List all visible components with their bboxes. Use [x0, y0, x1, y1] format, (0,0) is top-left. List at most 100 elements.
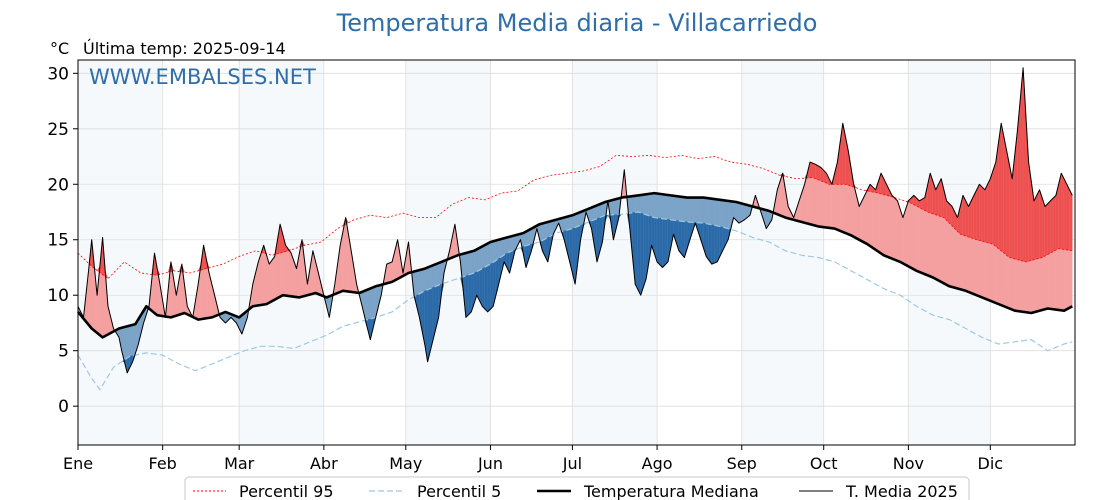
- y-tick-label: 0: [58, 397, 69, 417]
- legend-label-p95: Percentil 95: [239, 482, 334, 500]
- fill-above-median: [271, 255, 275, 302]
- fill-above-median: [828, 178, 833, 229]
- fill-below-p5: [468, 273, 472, 316]
- fill-above-p95: [971, 195, 975, 240]
- x-tick-label: Jul: [562, 454, 582, 473]
- fill-above-p95: [987, 178, 991, 244]
- x-tick-label: Oct: [810, 454, 838, 473]
- x-tick-label: Ago: [642, 454, 673, 473]
- series-lines: [76, 67, 1073, 391]
- fill-below-p5: [640, 212, 644, 296]
- fill-above-p95: [981, 186, 986, 243]
- unit-label: °C: [50, 39, 69, 58]
- fill-below-p5: [490, 261, 494, 310]
- fill-above-median: [269, 259, 273, 303]
- fill-below-p5: [635, 211, 639, 290]
- fill-below-p5: [465, 274, 469, 318]
- watermark-text: WWW.EMBALSES.NET: [89, 65, 316, 89]
- fill-below-p5: [637, 211, 641, 296]
- fill-below-p5: [659, 218, 663, 268]
- fill-above-p95: [818, 165, 822, 182]
- y-tick-label: 20: [47, 175, 69, 195]
- x-axis-ticks: Ene Feb Mar Abr May Jun Jul Ago Sep Oct Nov Dic: [63, 445, 1003, 473]
- fill-above-p95: [1042, 198, 1046, 258]
- fill-below-p5: [643, 213, 647, 287]
- fill-above-median: [894, 197, 898, 262]
- fill-above-p95: [1050, 197, 1054, 254]
- y-tick-label: 30: [47, 64, 69, 84]
- fill-above-median: [889, 189, 893, 259]
- fill-above-median: [260, 245, 264, 306]
- legend-box: [184, 476, 970, 500]
- fill-above-p95: [976, 184, 980, 241]
- y-tick-label: 5: [58, 342, 69, 362]
- fill-above-p95: [1052, 194, 1057, 252]
- fill-above-median: [389, 261, 393, 283]
- fill-above-p95: [1063, 178, 1068, 251]
- fill-below-median: [741, 203, 745, 222]
- fill-above-median: [285, 244, 289, 297]
- fill-above-p95: [1001, 123, 1005, 254]
- month-bands: [78, 60, 991, 445]
- fill-below-p5: [487, 263, 491, 313]
- legend-label-p5: Percentil 5: [417, 482, 501, 500]
- last-temp-label: Última temp: 2025-09-14: [83, 39, 286, 58]
- y-tick-label: 10: [47, 286, 69, 306]
- fill-below-p5: [678, 220, 682, 255]
- fill-above-p95: [1044, 203, 1048, 257]
- fill-above-p95: [990, 170, 994, 245]
- fill-above-median: [864, 189, 868, 245]
- fill-above-p95: [1061, 173, 1065, 250]
- fill-below-p5: [656, 217, 661, 266]
- fill-above-median: [908, 197, 912, 269]
- fill-above-p95: [973, 189, 977, 241]
- fill-above-p95: [992, 162, 996, 247]
- legend: Percentil 95 Percentil 5 Temperatura Med…: [184, 476, 970, 500]
- fill-below-median: [738, 202, 742, 224]
- x-tick-label: Jun: [477, 454, 503, 473]
- plot-frame: [77, 59, 1076, 446]
- fill-above-median: [869, 183, 874, 249]
- fill-above-median: [872, 186, 876, 251]
- fill-above-p95: [1036, 189, 1040, 260]
- x-tick-label: Nov: [893, 454, 924, 473]
- fill-above-p95: [946, 200, 950, 224]
- fill-above-p95: [812, 162, 816, 180]
- fill-above-median: [867, 184, 871, 247]
- series-line-2025: [77, 67, 1073, 374]
- fill-above-p95: [1039, 189, 1043, 259]
- legend-label-year: T. Media 2025: [845, 482, 958, 500]
- fill-above-median: [897, 200, 901, 263]
- fill-above-p95: [1003, 137, 1007, 256]
- fill-below-p5: [714, 225, 718, 264]
- chart-title: Temperatura Media diaria - Villacarriedo: [336, 9, 818, 37]
- x-tick-label: Mar: [224, 454, 255, 473]
- fill-above-median: [288, 248, 292, 297]
- fill-above-p95: [815, 163, 819, 181]
- x-tick-label: May: [389, 454, 422, 473]
- fill-above-p95: [962, 195, 966, 237]
- fill-above-p95: [1006, 150, 1010, 258]
- fill-below-median: [736, 201, 740, 224]
- y-axis-ticks: 0 5 10 15 20 25 30: [47, 64, 78, 417]
- fill-above-median: [861, 195, 865, 244]
- x-tick-label: Abr: [310, 454, 338, 473]
- y-tick-label: 25: [47, 120, 69, 140]
- y-tick-label: 15: [47, 231, 69, 251]
- x-tick-label: Ene: [63, 454, 93, 473]
- fill-below-p5: [665, 218, 669, 266]
- x-tick-label: Sep: [727, 454, 757, 473]
- fill-above-p95: [1066, 184, 1070, 251]
- fill-below-p5: [662, 218, 666, 268]
- fill-above-median: [919, 198, 923, 274]
- fill-below-p5: [681, 221, 685, 259]
- fill-above-p95: [1069, 189, 1073, 252]
- series-line-mediana: [76, 191, 1073, 339]
- legend-label-median: Temperatura Mediana: [583, 482, 759, 500]
- fill-above-p95: [1033, 195, 1037, 260]
- x-tick-label: Dic: [978, 454, 1004, 473]
- fill-below-p5: [484, 265, 488, 313]
- fill-above-median: [916, 197, 920, 273]
- fill-above-p95: [809, 161, 813, 179]
- month-band: [741, 60, 824, 445]
